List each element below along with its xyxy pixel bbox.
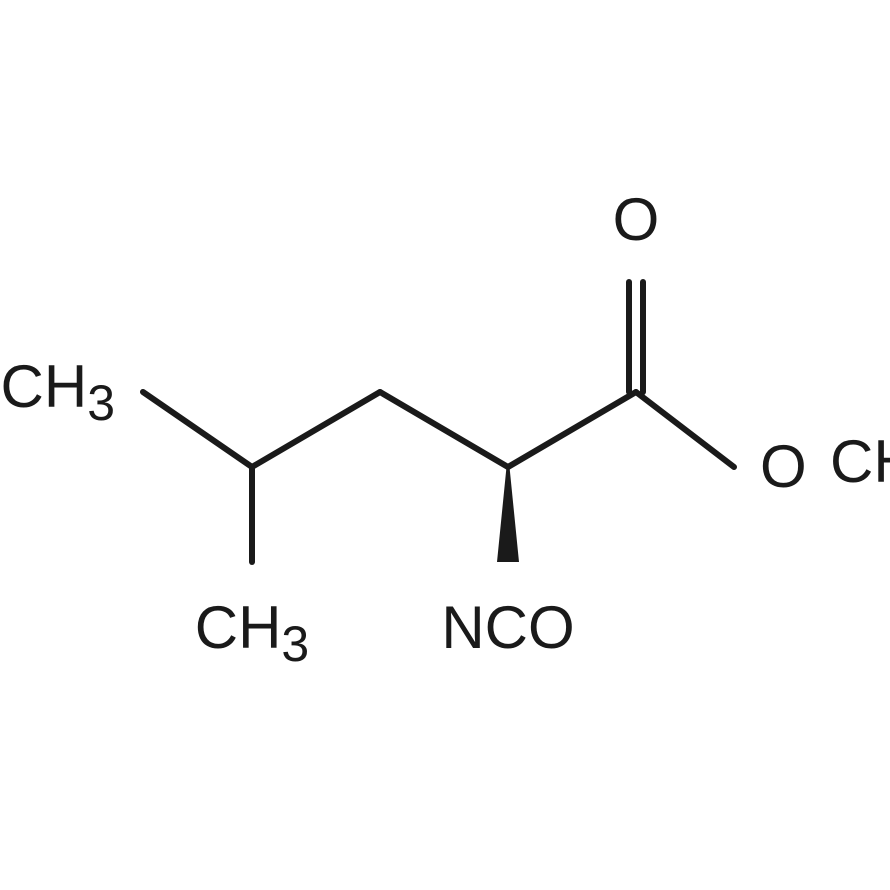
atom-label-o-double: O [613, 190, 660, 250]
atom-label-nco: NCO [441, 598, 574, 658]
atom-label-ch3-bottom: CH3 [195, 598, 309, 669]
atom-label-o-single: O [760, 437, 807, 497]
bond-layer [0, 0, 890, 890]
atom-label-ch3-top-left: CH3 [1, 357, 115, 428]
atom-label-ch3-right: CH3 [830, 432, 890, 503]
chemical-structure-canvas: CH3 CH3 NCO O O CH3 [0, 0, 890, 890]
